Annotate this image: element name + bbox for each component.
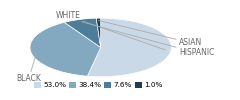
Wedge shape (96, 18, 101, 47)
Wedge shape (87, 18, 171, 77)
Legend: 53.0%, 38.4%, 7.6%, 1.0%: 53.0%, 38.4%, 7.6%, 1.0% (34, 82, 162, 88)
Wedge shape (64, 18, 101, 47)
Text: ASIAN: ASIAN (99, 20, 202, 47)
Text: WHITE: WHITE (55, 11, 165, 50)
Text: BLACK: BLACK (16, 52, 41, 84)
Text: HISPANIC: HISPANIC (81, 22, 214, 57)
Wedge shape (30, 22, 101, 76)
